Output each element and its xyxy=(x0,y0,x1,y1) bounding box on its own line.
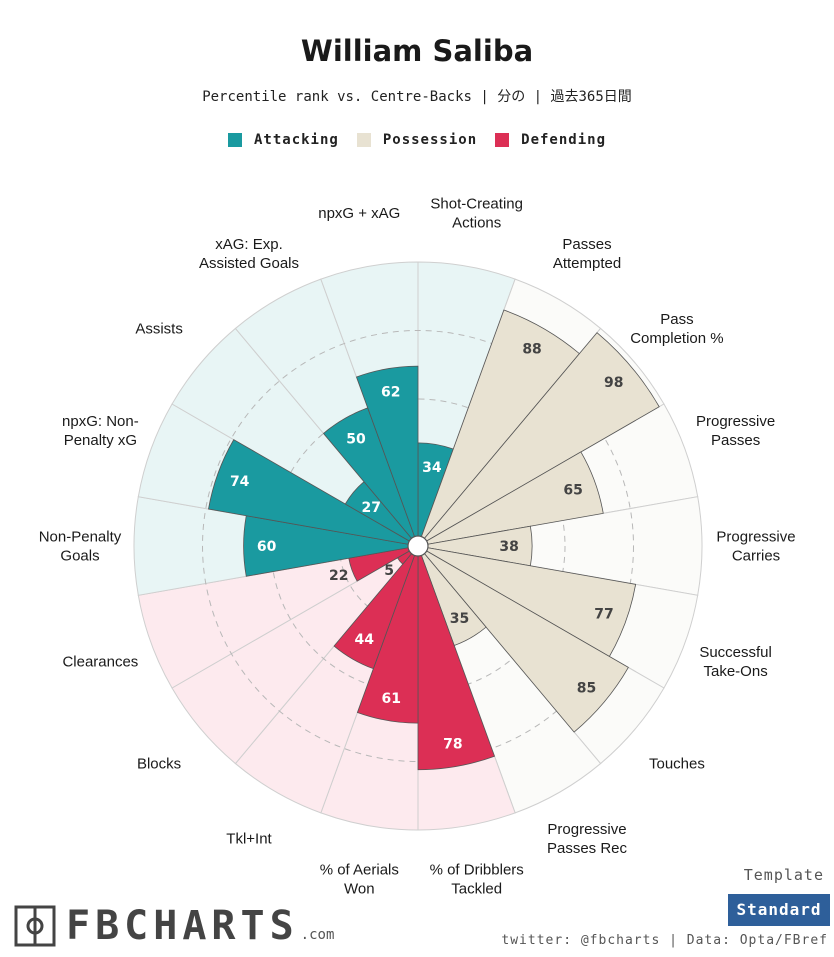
value-label: 27 xyxy=(362,500,381,516)
chart-subtitle: Percentile rank vs. Centre-Backs | 分の | … xyxy=(202,89,632,105)
category-label: Pass Completion % xyxy=(630,311,723,347)
category-label: npxG: Non-Penalty xG xyxy=(62,413,139,449)
value-label: 44 xyxy=(354,632,374,648)
value-label: 74 xyxy=(230,474,250,490)
grid-ring xyxy=(270,398,566,694)
category-label: Assists xyxy=(135,321,183,338)
category-label: npxG + xAG xyxy=(318,205,400,222)
grid-ring xyxy=(202,330,634,762)
value-label: 35 xyxy=(450,611,469,627)
logo-text: FBCHARTS xyxy=(66,903,299,949)
category-label: Progressive Carries xyxy=(716,529,795,565)
value-label: 50 xyxy=(346,432,366,448)
value-label: 60 xyxy=(257,539,277,555)
category-label: % of Aerials Won xyxy=(320,861,399,897)
category-label: Progressive Passes xyxy=(696,413,775,449)
category-label: xAG: Exp. Assisted Goals xyxy=(199,236,299,272)
value-label: 65 xyxy=(563,483,582,499)
logo: FBCHARTS .com xyxy=(14,905,334,947)
category-label: Progressive Passes Rec xyxy=(547,821,628,857)
legend: Attacking Possession Defending xyxy=(0,132,834,148)
category-label: Shot-Creating Actions xyxy=(430,196,523,232)
value-label: 61 xyxy=(381,691,400,707)
legend-item-defending: Defending xyxy=(495,132,606,148)
value-label: 38 xyxy=(499,539,518,555)
category-label: Blocks xyxy=(137,755,181,772)
legend-label-possession: Possession xyxy=(382,132,478,148)
pitch-icon xyxy=(14,905,56,947)
footer-credits: twitter: @fbcharts | Data: Opta/FBref xyxy=(501,933,828,948)
value-label: 88 xyxy=(522,341,541,357)
value-label: 62 xyxy=(381,385,400,401)
category-label: Successful Take-Ons xyxy=(699,644,772,680)
legend-swatch-possession xyxy=(356,133,371,147)
legend-item-attacking: Attacking xyxy=(227,132,339,148)
legend-swatch-defending xyxy=(495,133,510,147)
value-label: 34 xyxy=(422,460,442,476)
value-label: 77 xyxy=(594,607,613,623)
category-label: Passes Attempted xyxy=(553,236,621,272)
legend-swatch-attacking xyxy=(227,133,242,147)
value-label: 22 xyxy=(329,568,348,584)
category-label: % of Dribblers Tackled xyxy=(430,861,524,897)
logo-suffix: .com xyxy=(300,927,335,943)
value-label: 98 xyxy=(604,375,623,391)
template-standard-button[interactable]: Standard xyxy=(728,894,830,926)
chart-title: William Saliba xyxy=(300,34,534,68)
value-label: 5 xyxy=(384,563,394,579)
category-label: Touches xyxy=(649,755,705,772)
category-label: Clearances xyxy=(62,654,138,671)
category-label: Tkl+Int xyxy=(226,831,272,848)
center-hole xyxy=(407,535,429,557)
legend-label-attacking: Attacking xyxy=(253,132,339,148)
legend-label-defending: Defending xyxy=(521,132,606,148)
template-label: Template xyxy=(743,866,824,884)
legend-item-possession: Possession xyxy=(356,132,478,148)
value-label: 78 xyxy=(443,737,462,753)
value-label: 85 xyxy=(577,680,596,696)
category-label: Non-Penalty Goals xyxy=(39,529,122,565)
